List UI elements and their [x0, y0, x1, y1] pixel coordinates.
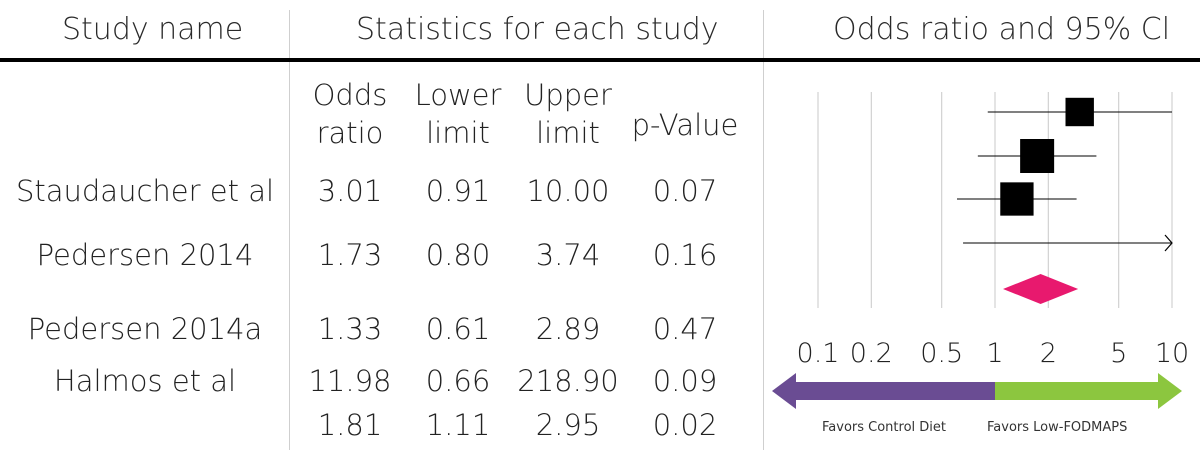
upper-limit-value: 3.74 — [535, 238, 601, 272]
study-name: Halmos et al — [53, 364, 237, 398]
lower-limit-value: 0.66 — [425, 364, 491, 398]
summary-lower-limit: 1.11 — [425, 408, 491, 442]
header-rule — [0, 58, 1200, 62]
upper-limit-value: 10.00 — [526, 174, 610, 208]
odds-ratio-value: 1.73 — [317, 238, 383, 272]
plot-header: Odds ratio and 95% Cl — [833, 12, 1171, 47]
col-odds-ratio: Odds ratio — [312, 78, 388, 150]
upper-limit-value: 218.90 — [517, 364, 619, 398]
forest-plot: 0.1 0.2 0.5 1 2 5 10 Favors Control Diet Favors… — [772, 92, 1189, 435]
lower-limit-value: 0.61 — [425, 312, 491, 346]
study-marker — [1020, 139, 1055, 173]
favors-right-arrow — [995, 373, 1182, 409]
col-upper-limit: Upper limit — [524, 78, 612, 150]
summary-odds-ratio: 1.81 — [317, 408, 383, 442]
p-value: 0.16 — [652, 238, 718, 272]
odds-ratio-value: 11.98 — [308, 364, 392, 398]
summary-diamond — [1003, 274, 1079, 304]
tick-label: 0.1 — [797, 338, 840, 369]
ci-arrow — [1164, 234, 1173, 252]
p-value: 0.47 — [652, 312, 718, 346]
tick-label: 0.5 — [920, 338, 963, 369]
col-lower-limit: Lower limit — [414, 78, 502, 150]
summary-p-value: 0.02 — [652, 408, 718, 442]
odds-ratio-value: 1.33 — [317, 312, 383, 346]
study-name: Staudaucher et al — [15, 174, 275, 208]
upper-limit-value: 2.89 — [535, 312, 601, 346]
col-p-value: p-Value — [631, 108, 739, 142]
study-name: Pedersen 2014a — [27, 312, 263, 346]
study-name: Pedersen 2014 — [36, 238, 254, 272]
divider-left — [289, 10, 290, 450]
p-value: 0.09 — [652, 364, 718, 398]
divider-right — [763, 10, 764, 450]
summary-upper-limit: 2.95 — [535, 408, 601, 442]
tick-label: 2 — [1040, 338, 1057, 369]
study-name-header: Study name — [62, 12, 244, 47]
tick-label: 1 — [986, 338, 1003, 369]
lower-limit-value: 0.91 — [425, 174, 491, 208]
favors-left-arrow — [772, 373, 995, 409]
study-marker — [1000, 182, 1034, 216]
tick-label: 10 — [1155, 338, 1189, 369]
statistics-header: Statistics for each study — [356, 12, 719, 47]
p-value: 0.07 — [652, 174, 718, 208]
favors-right-label: Favors Low-FODMAPS — [987, 420, 1127, 435]
tick-label: 0.2 — [850, 338, 893, 369]
odds-ratio-value: 3.01 — [317, 174, 383, 208]
tick-label: 5 — [1110, 338, 1127, 369]
lower-limit-value: 0.80 — [425, 238, 491, 272]
study-marker — [1065, 97, 1094, 127]
favors-left-label: Favors Control Diet — [822, 420, 946, 435]
